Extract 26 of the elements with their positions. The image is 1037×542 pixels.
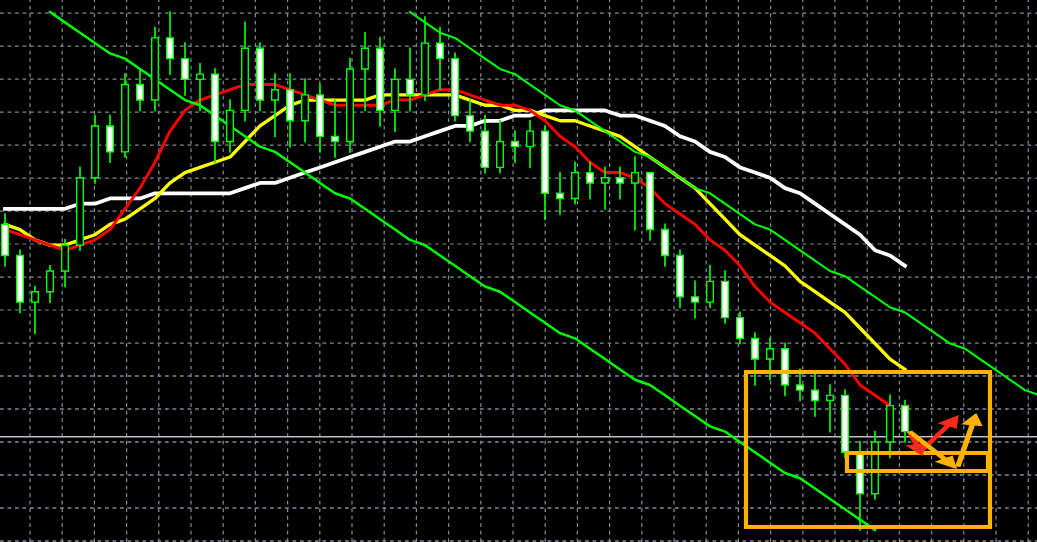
candlestick: [691, 280, 699, 319]
candlestick: [406, 47, 414, 112]
candlestick: [31, 285, 39, 334]
candlestick: [736, 311, 744, 345]
candlestick: [181, 42, 189, 96]
candlestick: [526, 119, 534, 169]
candlestick: [436, 26, 444, 91]
candlestick: [511, 130, 519, 164]
candlestick: [826, 384, 834, 433]
candlestick: [631, 156, 639, 231]
candlestick: [811, 373, 819, 417]
candlestick: [766, 337, 774, 381]
candlestick: [616, 166, 624, 200]
candlestick: [46, 264, 54, 303]
candlestick: [586, 161, 594, 200]
candlestick: [271, 73, 279, 138]
candlestick: [751, 332, 759, 386]
candlestick: [136, 68, 144, 112]
candlestick: [361, 31, 369, 112]
candlestick: [196, 62, 204, 112]
candlestick: [166, 11, 174, 75]
candlestick: [331, 99, 339, 158]
candlestick: [601, 166, 609, 210]
candlestick: [556, 171, 564, 215]
candlestick: [796, 368, 804, 402]
candlestick: [706, 264, 714, 309]
